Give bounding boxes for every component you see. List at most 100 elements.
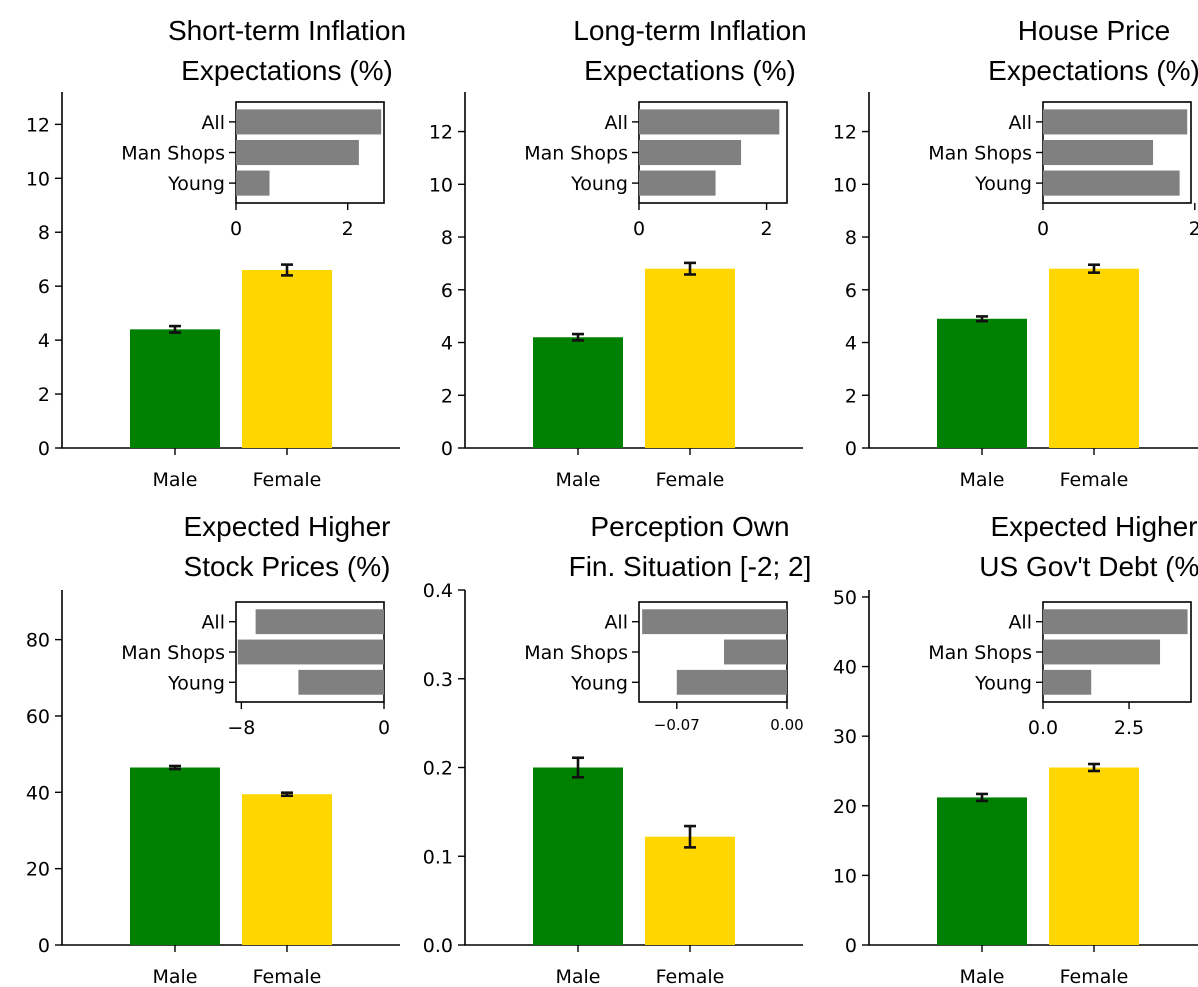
y-tick-label: 2 — [38, 384, 50, 406]
inset-category-label: Young — [167, 173, 225, 195]
inset-category-label: All — [604, 612, 628, 634]
y-tick-label: 20 — [26, 859, 50, 881]
inset-bar-all — [639, 109, 780, 135]
y-tick-label: 8 — [441, 227, 453, 249]
bar-male — [937, 797, 1027, 945]
y-tick-label: 0.1 — [423, 846, 453, 868]
x-tick-label: Female — [253, 966, 322, 987]
bar-male — [533, 337, 623, 448]
x-tick-label: Male — [152, 469, 197, 491]
y-tick-label: 0.3 — [423, 669, 453, 691]
inset-x-tick-label: 2 — [1189, 218, 1198, 240]
inset-category-label: Man Shops — [928, 143, 1032, 165]
y-tick-label: 4 — [441, 333, 453, 355]
inset-bar-man-shops — [236, 139, 359, 166]
inset-bar-all — [1043, 109, 1188, 135]
bar-male — [130, 329, 220, 448]
x-tick-label: Male — [555, 966, 600, 987]
inset-bar-young — [1043, 170, 1180, 196]
y-tick-label: 0 — [38, 935, 50, 957]
inset-category-label: Young — [167, 672, 225, 694]
inset-bar-young — [639, 170, 716, 196]
inset-bar-all — [1043, 609, 1188, 635]
inset-x-tick-label: 2 — [342, 218, 354, 240]
inset-category-label: Young — [974, 672, 1032, 694]
inset-bar-young — [676, 669, 787, 695]
inset-category-label: Young — [570, 672, 628, 694]
x-tick-label: Female — [1060, 469, 1129, 491]
inset-x-tick-label: 0 — [633, 218, 645, 240]
x-tick-label: Female — [1060, 966, 1129, 987]
inset-bar-young — [236, 170, 270, 196]
inset-x-tick-label: 0 — [230, 218, 242, 240]
inset-category-label: Man Shops — [928, 642, 1032, 664]
chart-title-line-1: House Price — [1018, 15, 1171, 46]
y-tick-label: 0.0 — [423, 935, 453, 957]
chart-title-line-1: Long-term Inflation — [573, 15, 806, 46]
chart-title-line-2: Fin. Situation [-2; 2] — [569, 551, 812, 582]
x-tick-label: Female — [656, 469, 725, 491]
x-tick-label: Male — [959, 966, 1004, 987]
inset-x-tick-label: 2.5 — [1114, 717, 1144, 739]
y-tick-label: 4 — [38, 330, 50, 352]
bar-female — [1049, 767, 1139, 945]
y-tick-label: 8 — [845, 227, 857, 249]
y-tick-label: 12 — [833, 122, 857, 144]
inset-category-label: Man Shops — [524, 642, 628, 664]
bar-male — [533, 767, 623, 945]
inset-category-label: Man Shops — [121, 642, 225, 664]
y-tick-label: 50 — [833, 587, 857, 609]
inset-bar-man-shops — [724, 639, 787, 665]
y-tick-label: 0 — [441, 438, 453, 460]
bar-female — [1049, 268, 1139, 448]
chart-title-line-1: Expected Higher — [183, 511, 390, 542]
chart-title-line-2: Expectations (%) — [988, 55, 1198, 86]
y-tick-label: 10 — [833, 865, 857, 887]
y-tick-label: 10 — [833, 174, 857, 196]
inset-category-label: All — [201, 612, 225, 634]
x-tick-label: Male — [555, 469, 600, 491]
chart-title-line-2: US Gov't Debt (%) — [979, 551, 1198, 582]
inset-bar-all — [642, 609, 787, 635]
inset-bar-man-shops — [1043, 639, 1161, 665]
chart-title-line-1: Perception Own — [590, 511, 789, 542]
y-tick-label: 0 — [845, 438, 857, 460]
inset-category-label: All — [604, 112, 628, 134]
inset-bar-young — [298, 669, 384, 695]
y-tick-label: 0.4 — [423, 580, 453, 602]
y-tick-label: 80 — [26, 630, 50, 652]
inset-bar-man-shops — [1043, 139, 1154, 166]
y-tick-label: 2 — [441, 385, 453, 407]
inset-category-label: Young — [570, 173, 628, 195]
chart-title-line-1: Short-term Inflation — [168, 15, 406, 46]
inset-bar-all — [236, 109, 382, 135]
x-tick-label: Female — [253, 469, 322, 491]
y-tick-label: 6 — [441, 280, 453, 302]
bar-female — [242, 794, 332, 945]
y-tick-label: 30 — [833, 726, 857, 748]
inset-category-label: Young — [974, 173, 1032, 195]
inset-category-label: All — [1008, 112, 1032, 134]
inset-x-tick-label: −8 — [227, 717, 255, 739]
bar-male — [937, 318, 1027, 448]
chart-title-line-2: Expectations (%) — [584, 55, 796, 86]
inset-category-label: All — [1008, 612, 1032, 634]
inset-x-tick-label: 0.0 — [1028, 717, 1058, 739]
x-tick-label: Male — [959, 469, 1004, 491]
bar-female — [645, 836, 735, 945]
y-tick-label: 60 — [26, 706, 50, 728]
inset-x-tick-label: 0.00 — [770, 716, 803, 734]
inset-x-tick-label: 0 — [378, 717, 390, 739]
y-tick-label: 2 — [845, 385, 857, 407]
inset-bar-young — [1043, 669, 1092, 695]
inset-bar-man-shops — [237, 639, 384, 665]
y-tick-label: 10 — [26, 168, 50, 190]
inset-bar-man-shops — [639, 139, 742, 166]
y-tick-label: 4 — [845, 333, 857, 355]
inset-x-tick-label: 0 — [1037, 218, 1049, 240]
inset-bar-all — [255, 609, 384, 635]
y-tick-label: 0 — [38, 438, 50, 460]
bar-male — [130, 767, 220, 945]
y-tick-label: 40 — [833, 657, 857, 679]
